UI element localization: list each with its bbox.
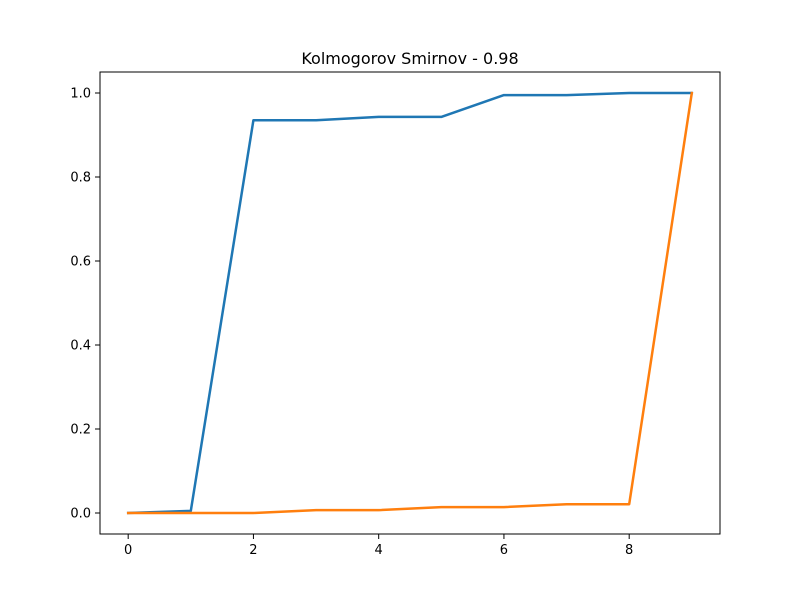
y-tick-label: 0.6 — [70, 255, 91, 270]
y-tick-label: 1.0 — [70, 87, 91, 102]
axis-layer: 0 2 4 6 8 0.0 0.2 0.4 0.6 0.8 1.0 — [70, 71, 721, 558]
y-tick-label: 0.0 — [70, 507, 91, 522]
y-tick-label: 0.4 — [70, 339, 91, 354]
plot-frame — [99, 71, 721, 535]
series-line-1 — [126, 91, 694, 515]
y-tick-label: 0.8 — [70, 171, 91, 186]
x-tick-label: 0 — [124, 543, 132, 558]
series-line-2 — [126, 91, 694, 515]
series-layer — [126, 91, 694, 515]
x-tick-label: 2 — [249, 543, 257, 558]
x-tick-label: 8 — [625, 543, 633, 558]
chart-title: Kolmogorov Smirnov - 0.98 — [301, 49, 518, 68]
x-tick-label: 4 — [375, 543, 383, 558]
y-tick-label: 0.2 — [70, 423, 91, 438]
x-tick-label: 6 — [500, 543, 508, 558]
